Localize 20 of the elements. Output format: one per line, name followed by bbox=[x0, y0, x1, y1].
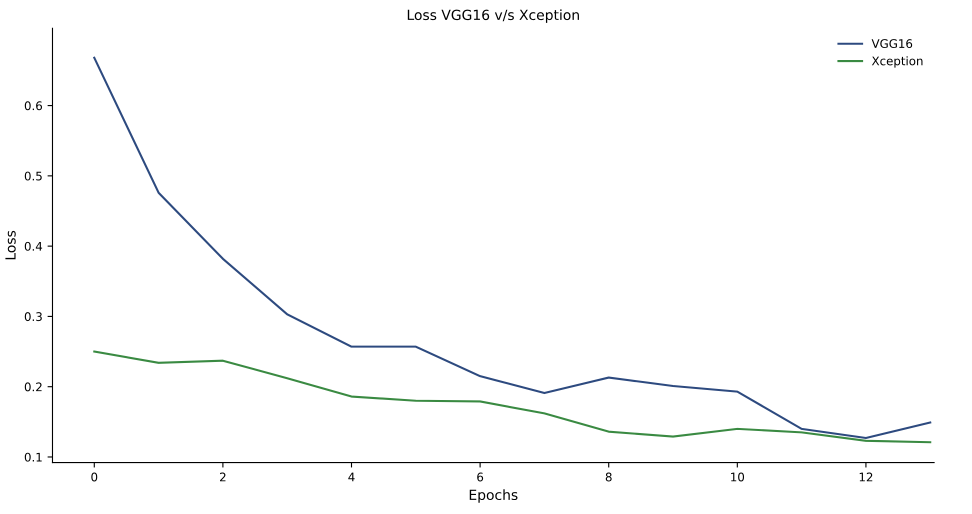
x-tick-label: 2 bbox=[220, 472, 226, 482]
y-tick-label: 0.1 bbox=[24, 452, 42, 462]
y-tick-label: 0.4 bbox=[24, 242, 42, 251]
x-tick-label: 12 bbox=[860, 472, 872, 482]
x-tick-label: 4 bbox=[348, 472, 355, 482]
x-axis-title: Epochs bbox=[470, 489, 518, 503]
line-series bbox=[93, 56, 932, 440]
y-tick-label: 0.5 bbox=[24, 172, 42, 181]
chart-title: Loss VGG16 v/s Xception bbox=[408, 9, 579, 23]
y-axis-title: Loss bbox=[5, 230, 16, 260]
y-tick-label: 0.6 bbox=[24, 101, 42, 110]
legend-label: VGG16 bbox=[872, 39, 912, 48]
x-tick-label: 8 bbox=[606, 472, 612, 482]
line-series bbox=[93, 350, 932, 444]
x-tick-label: 10 bbox=[731, 472, 744, 482]
legend-label: Xception bbox=[872, 56, 922, 68]
y-tick-label: 0.3 bbox=[24, 312, 42, 322]
y-tick-label: 0.2 bbox=[24, 382, 42, 392]
x-tick-label: 0 bbox=[91, 472, 98, 482]
x-tick-label: 6 bbox=[477, 472, 484, 482]
